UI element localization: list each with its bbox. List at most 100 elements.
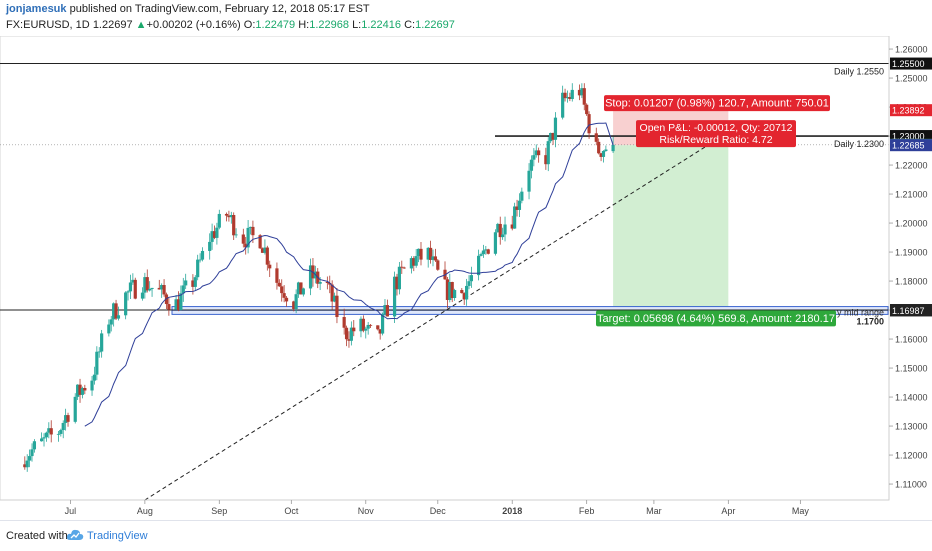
candle (599, 152, 603, 162)
candle (198, 253, 202, 263)
candle (78, 378, 82, 403)
candle-body (83, 388, 87, 391)
candle-body (112, 303, 116, 320)
candle (546, 137, 550, 172)
candle-body (493, 232, 498, 254)
range-zone-label: y mid range (837, 308, 884, 318)
candle-body (143, 277, 147, 293)
candle-body (224, 213, 229, 216)
candle (23, 456, 27, 470)
candle-body (90, 380, 94, 391)
candle (284, 295, 289, 307)
candle-body (359, 318, 363, 332)
candle (501, 227, 505, 240)
high-value: 1.22968 (309, 19, 349, 31)
price-axis[interactable]: 1.260001.250001.240001.230001.220001.210… (888, 36, 932, 500)
candle-body (477, 255, 481, 276)
publish-text: published on TradingView.com, February 1… (69, 3, 370, 15)
candle-body (568, 97, 572, 99)
candle (227, 210, 231, 222)
candle-body (124, 292, 128, 316)
price-tick-label: 1.14000 (895, 393, 928, 403)
candle (32, 439, 37, 453)
candle-body (515, 206, 519, 210)
candle (162, 279, 166, 297)
high-label: H: (298, 19, 310, 31)
candle (112, 302, 116, 327)
candle (460, 288, 464, 294)
tradingview-cloud-icon[interactable] (66, 528, 84, 547)
candle-body (392, 276, 397, 317)
candle (376, 325, 380, 331)
plot-background (0, 35, 890, 501)
candle-body (380, 314, 385, 334)
candle (128, 274, 133, 300)
author-link[interactable]: jonjamesuk (6, 3, 67, 15)
candle (294, 289, 298, 314)
candle (448, 273, 452, 303)
candle (107, 319, 111, 337)
close-label: C: (404, 19, 416, 31)
candle (73, 393, 77, 424)
candle-body (191, 280, 195, 287)
candle (28, 449, 32, 468)
candle-body (364, 328, 368, 331)
horizontal-levels: Daily 1.2550 Daily 1.2300 (0, 63, 889, 311)
candle (433, 248, 438, 263)
candle-body (462, 293, 466, 300)
candle (520, 187, 524, 204)
candle-body (80, 388, 85, 395)
candle-body (133, 279, 137, 299)
candle-body (215, 227, 219, 238)
candle-body (561, 92, 565, 118)
price-tick-label: 1.18000 (895, 277, 928, 287)
candle-body (431, 256, 435, 260)
candle-body (30, 449, 34, 457)
candle (56, 431, 61, 442)
candle-body (212, 231, 217, 238)
candle (241, 228, 245, 248)
chart-area[interactable]: y mid range 1.1700 Daily 1.2550 Daily 1.23… (0, 35, 932, 520)
moving-average-group (84, 122, 614, 427)
candle (342, 308, 346, 335)
candle-body (126, 291, 130, 293)
low-value: 1.22416 (361, 19, 402, 31)
candle (570, 83, 574, 102)
candle (160, 283, 164, 298)
time-axis[interactable]: Jul Aug Sep Oct Nov Dec 2018 Feb Mar Apr May (0, 499, 889, 516)
candle-body (248, 226, 253, 228)
candle-body (210, 231, 214, 242)
candle (378, 329, 382, 340)
candle-body (44, 432, 49, 438)
candle-body (544, 155, 548, 165)
candle-body (332, 295, 337, 302)
candle-body (352, 327, 356, 332)
candle-body (378, 329, 382, 334)
candle-body (349, 327, 353, 341)
candle-body (426, 247, 430, 260)
time-tick-label: Feb (579, 506, 595, 516)
candle (601, 150, 606, 163)
candle-body (73, 396, 77, 422)
candle (412, 256, 416, 272)
tradingview-brand-link[interactable]: TradingView (87, 530, 148, 542)
candle-body (368, 324, 373, 326)
candle-body (232, 215, 236, 236)
candle-body (537, 150, 541, 156)
candle-body (467, 281, 471, 286)
candle-body (176, 299, 181, 310)
candle-body (570, 89, 574, 99)
candle (234, 228, 238, 238)
candle (328, 275, 332, 294)
target-zone (613, 145, 729, 311)
time-tick-label: 2018 (502, 506, 522, 516)
moving-average-line (84, 122, 614, 427)
candle (167, 297, 171, 316)
candle-body (128, 282, 133, 292)
candle (308, 258, 313, 296)
candle-body (200, 250, 205, 260)
candle-body (445, 279, 450, 300)
candle (498, 216, 502, 245)
candle-body (174, 299, 178, 310)
